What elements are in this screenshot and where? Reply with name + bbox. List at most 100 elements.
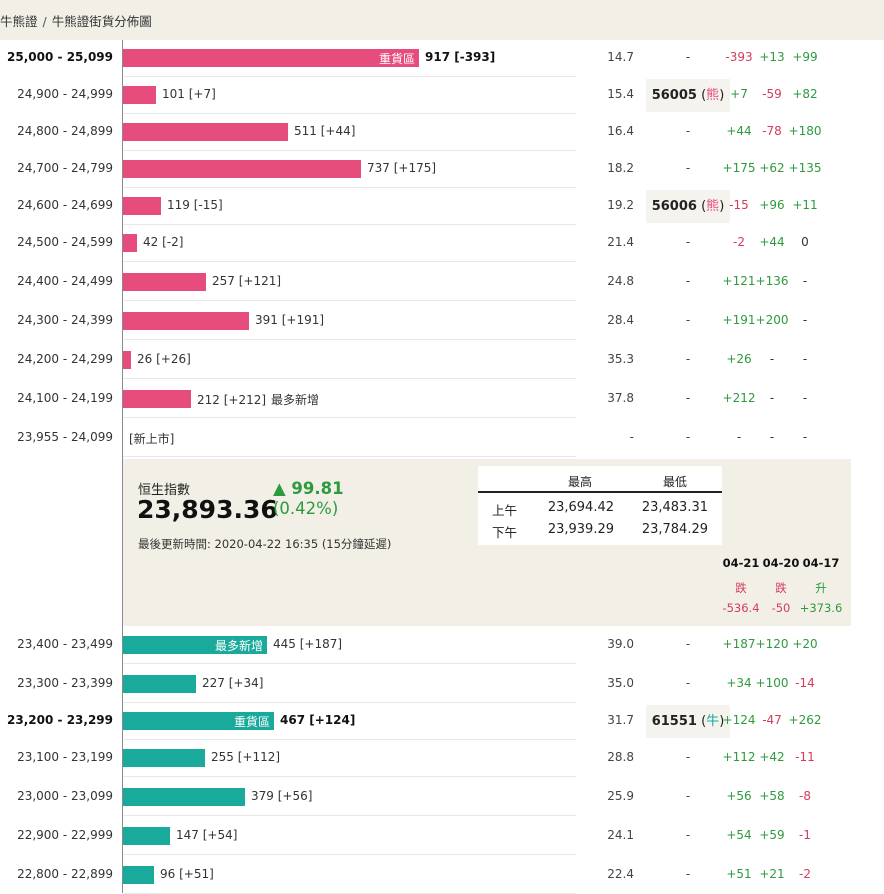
daily-change: -59 — [762, 87, 782, 101]
volume-value: 255 [+112] — [211, 750, 280, 764]
distance-pct: 22.4 — [607, 867, 634, 881]
strike-range: 23,000 - 23,099 — [17, 789, 113, 803]
strike-range: 25,000 - 25,099 — [7, 50, 113, 64]
warrant-code[interactable]: 56005 (熊) — [646, 79, 730, 112]
volume-text: [新上市] — [129, 432, 175, 446]
bear-row: 24,500 - 24,599 42 [-2] 21.4 - -2 +44 0 — [0, 225, 884, 262]
daily-change: 0 — [801, 235, 809, 249]
zone-tag: 重貨區 — [233, 715, 270, 729]
daily-change: +54 — [726, 828, 752, 842]
day-date: 04-17 — [802, 556, 840, 570]
distance-pct: 28.4 — [607, 313, 634, 327]
daily-change: +100 — [755, 676, 789, 690]
daily-change: +191 — [722, 313, 756, 327]
row-divider — [123, 702, 576, 703]
day-direction: 跌 — [775, 581, 787, 595]
volume-text: 255 [+112] — [211, 750, 281, 764]
row-divider — [123, 456, 576, 457]
volume-text: 379 [+56] — [251, 789, 313, 803]
day-date: 04-20 — [762, 556, 800, 570]
header-divider — [478, 491, 722, 493]
bear-volume-bar[interactable] — [123, 312, 249, 330]
warrant-code: - — [685, 676, 691, 690]
day-date: 04-21 — [722, 556, 760, 570]
bull-volume-bar[interactable] — [123, 788, 245, 806]
bear-volume-bar[interactable] — [123, 234, 137, 252]
volume-text: 96 [+51] — [160, 867, 214, 881]
strike-range: 24,900 - 24,999 — [17, 87, 113, 101]
session-label: 下午 — [492, 525, 518, 540]
distance-pct: 25.9 — [607, 789, 634, 803]
bull-row: 22,900 - 22,999 147 [+54] 24.1 - +54 +59 -1 — [0, 818, 884, 855]
distance-pct: 37.8 — [607, 391, 634, 405]
warrant-code: - — [685, 430, 691, 444]
bull-volume-bar[interactable] — [123, 675, 196, 693]
bull-row: 23,300 - 23,399 227 [+34] 35.0 - +34 +100 -14 — [0, 666, 884, 703]
volume-text: 26 [+26] — [137, 352, 191, 366]
bear-row: 24,700 - 24,799 737 [+175] 18.2 - +175 +62 +13… — [0, 151, 884, 188]
daily-change: +7 — [730, 87, 748, 101]
daily-change: - — [769, 352, 775, 366]
warrant-code: - — [685, 124, 691, 138]
row-divider — [123, 150, 576, 151]
daily-change: +56 — [726, 789, 752, 803]
volume-value: 147 [+54] — [176, 828, 237, 842]
bear-volume-bar[interactable] — [123, 390, 191, 408]
volume-value: 511 [+44] — [294, 124, 355, 138]
bull-row: 23,200 - 23,299 重貨區 467 [+124] 31.7 61551 (牛… — [0, 703, 884, 740]
strike-range: 24,800 - 24,899 — [17, 124, 113, 138]
daily-change: +121 — [722, 274, 756, 288]
session-label: 上午 — [492, 503, 518, 518]
bear-volume-bar[interactable] — [123, 86, 156, 104]
daily-change: +187 — [722, 637, 756, 651]
daily-change: +42 — [759, 750, 785, 764]
bear-volume-bar[interactable] — [123, 123, 288, 141]
bear-row: 24,100 - 24,199 212 [+212] 最多新增 37.8- +212- - — [0, 381, 884, 418]
bear-volume-bar[interactable] — [123, 273, 206, 291]
low-header: 最低 — [662, 475, 687, 489]
strike-range: 24,400 - 24,499 — [17, 274, 113, 288]
high-header: 最高 — [567, 475, 592, 489]
distance-pct: 28.8 — [607, 750, 634, 764]
volume-text: 737 [+175] — [367, 161, 437, 175]
zone-tag: 重貨區 — [378, 52, 415, 66]
distance-pct: 19.2 — [607, 198, 634, 212]
bear-volume-bar[interactable] — [123, 160, 361, 178]
bull-volume-bar[interactable] — [123, 866, 154, 884]
warrant-code: - — [685, 789, 691, 803]
row-divider — [123, 76, 576, 77]
bear-volume-bar[interactable] — [123, 351, 131, 369]
warrant-code[interactable]: 56006 (熊) — [646, 190, 730, 223]
volume-text: 101 [+7] — [162, 87, 216, 101]
daily-change: +13 — [759, 50, 785, 64]
strike-range: 24,300 - 24,399 — [17, 313, 113, 327]
volume-text: 467 [+124] — [280, 713, 356, 727]
warrant-code: - — [685, 352, 691, 366]
bull-volume-bar[interactable]: 最多新增 — [123, 636, 267, 654]
bull-volume-bar[interactable] — [123, 827, 170, 845]
warrant-code[interactable]: 61551 (牛) — [646, 705, 730, 738]
volume-value: [新上市] — [129, 430, 174, 447]
high-low-table: 最高 最低 上午 23,694.42 23,483.31 下午 23,939.2… — [478, 466, 722, 545]
volume-value: 119 [-15] — [167, 198, 223, 212]
volume-value: 26 [+26] — [137, 352, 191, 366]
zone-tag: 最多新增 — [214, 639, 263, 653]
daily-change: - — [802, 430, 808, 444]
distance-pct: 18.2 — [607, 161, 634, 175]
daily-change: -1 — [799, 828, 811, 842]
bull-volume-bar[interactable] — [123, 749, 205, 767]
bear-volume-bar[interactable]: 重貨區 — [123, 49, 419, 67]
index-name: 恒生指數 — [138, 483, 191, 498]
index-change-pct: (0.42%) — [273, 499, 339, 518]
bear-volume-bar[interactable] — [123, 197, 161, 215]
strike-range: 23,400 - 23,499 — [17, 637, 113, 651]
volume-text: 391 [+191] — [255, 313, 325, 327]
index-change: ▲ 99.81 — [273, 479, 344, 498]
daily-change: +212 — [722, 391, 756, 405]
warrant-code: - — [685, 828, 691, 842]
session-high: 23,694.42 — [547, 500, 614, 515]
row-divider — [123, 187, 576, 188]
warrant-code: - — [685, 637, 691, 651]
bull-volume-bar[interactable]: 重貨區 — [123, 712, 274, 730]
breadcrumb-parent-link[interactable]: 牛熊證 — [0, 14, 38, 29]
